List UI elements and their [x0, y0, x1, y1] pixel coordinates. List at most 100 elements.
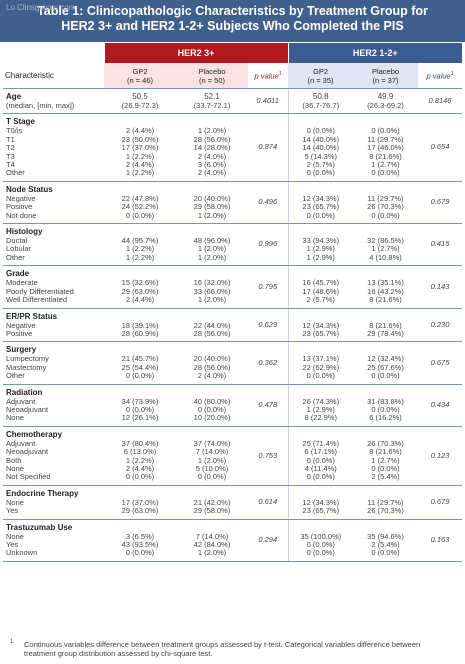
- footnote: 1 Continuous variables difference betwee…: [10, 639, 450, 658]
- cell-value: 4 (11.4%): [304, 463, 337, 473]
- cell-value: 18 (39.1%): [121, 320, 159, 330]
- her12-placebo-cell: 31 (83.8%) 0 (0.0%) 6 (16.2%): [353, 384, 418, 427]
- cell-value: 6 (13.0%): [123, 447, 157, 457]
- cell-value: 28 (56.0%): [193, 134, 231, 144]
- her3-placebo-header: Placebo (n = 50): [176, 63, 248, 89]
- cell-value: 31 (83.8%): [367, 396, 404, 406]
- section-title: Grade: [6, 269, 30, 279]
- category-label: Other: [6, 168, 25, 178]
- her12-placebo-cell: 11 (29.7%) 26 (70.3%): [353, 485, 418, 520]
- her3-pvalue-cell: 0.496: [248, 181, 288, 225]
- her12-gp2-cell: 12 (34.3%) 23 (65.7%): [287, 485, 353, 520]
- her3-gp2-label: GP2: [132, 66, 148, 76]
- category-label: Other: [6, 371, 25, 381]
- cell-value: 32 (86.5%): [367, 236, 404, 246]
- cell-value: 43 (93.5%): [121, 540, 159, 549]
- her12-pvalue-cell: 0.415: [418, 223, 462, 267]
- cell-value: 1 (2.0%): [197, 252, 227, 262]
- table-row: ER/PR Status Negative Positive 18 (39.1%) 2…: [3, 308, 462, 343]
- her12-gp2-cell: 25 (71.4%) 6 (17.1%) 0 (0.0%) 4 (11.4%) 0 (0…: [287, 426, 353, 486]
- cell-value: 0 (0.0%): [306, 210, 335, 220]
- her12-placebo-n: (n = 37): [372, 75, 399, 85]
- cell-value: 12 (34.3%): [302, 320, 340, 330]
- cell-head-value: [176, 312, 248, 322]
- table-row: Radiation Adjuvant Neoadjuvant None 34 (73.…: [3, 384, 462, 427]
- her12-gp2-cell: 50.8 (36.7-76.7): [287, 88, 353, 115]
- cell-value: 0 (0.0%): [306, 168, 335, 178]
- category-label: Positive: [6, 202, 33, 212]
- her3-gp2-cell: 18 (39.1%) 28 (60.9%): [104, 308, 176, 343]
- cell-value: 0 (0.0%): [306, 455, 335, 465]
- section-title: Histology: [6, 227, 43, 237]
- cell-value: 2 (5.4%): [371, 472, 400, 482]
- characteristic-cell: Chemotherapy Adjuvant Neoadjuvant Both None N…: [3, 426, 104, 486]
- category-label: Neoadjuvant: [6, 404, 49, 414]
- cell-value: 42 (84.0%): [193, 540, 231, 549]
- cell-value: 1 (2.7%): [371, 160, 400, 170]
- section-title: Trastuzumab Use: [6, 522, 73, 532]
- her12-placebo-cell: 11 (29.7%) 26 (70.3%) 0 (0.0%): [353, 181, 418, 225]
- category-label: Well Differentiated: [6, 295, 68, 305]
- cell-value: 0 (0.0%): [125, 472, 155, 482]
- her3-placebo-label: Placebo: [198, 66, 226, 76]
- cell-value: 10 (20.0%): [193, 413, 231, 423]
- cell-value: 1 (2.9%): [306, 404, 335, 414]
- cell-value: 1 (2.0%): [197, 126, 227, 136]
- cell-value: 7 (14.0%): [195, 447, 229, 457]
- cell-value: 37 (80.4%): [121, 438, 159, 448]
- cell-value: 25 (54.4%): [121, 362, 159, 372]
- cell-value: 40 (80.0%): [193, 396, 231, 406]
- category-label: Lumpectomy: [6, 354, 49, 364]
- category-label: Ductal: [6, 236, 28, 246]
- cell-value: 29 (58.0%): [193, 202, 231, 212]
- cell-value: 0 (0.0%): [306, 540, 335, 549]
- characteristic-cell: Endocrine Therapy None Yes: [3, 485, 104, 520]
- cell-value: 29 (58.0%): [193, 506, 231, 516]
- cell-value: 11 (29.7%): [367, 134, 404, 144]
- her3-placebo-n: (n = 50): [198, 75, 226, 85]
- cell-value: 28 (60.9%): [121, 328, 159, 338]
- characteristic-cell: Grade Moderate Poorly Differentiated Well D…: [3, 265, 104, 309]
- cell-value: 14 (28.0%): [193, 143, 231, 153]
- cell-value: 3 (6.5%): [125, 531, 155, 541]
- her3-placebo-cell: 22 (44.0%) 28 (56.0%): [176, 308, 248, 343]
- cell-value: 23 (50.0%): [121, 134, 159, 144]
- pvalue-label: p value: [254, 71, 279, 81]
- her3-pvalue-cell: 0.614: [248, 485, 288, 520]
- category-label: None: [6, 463, 24, 473]
- table-title-line-1: Table 1: Clinicopathologic Characteristi…: [37, 4, 428, 18]
- category-label: Adjuvant: [6, 396, 36, 406]
- cell-value: 0 (0.0%): [125, 371, 155, 381]
- cell-value: 0 (0.0%): [371, 463, 400, 473]
- table-row: Chemotherapy Adjuvant Neoadjuvant Both None N…: [3, 426, 462, 486]
- characteristic-cell: Radiation Adjuvant Neoadjuvant None: [3, 384, 104, 427]
- her12-placebo-cell: 13 (35.1%) 16 (43.2%) 8 (21.6%): [353, 265, 418, 309]
- cell-value: 6 (17.1%): [304, 447, 338, 457]
- her3-placebo-cell: 40 (80.0%) 0 (0.0%) 10 (20.0%): [176, 384, 248, 427]
- her3-pvalue-header: p value1: [248, 63, 288, 89]
- cell-value: 2 (5.4%): [371, 540, 400, 549]
- cell-value: 14 (40.0%): [302, 134, 340, 144]
- cell-value: 15 (32.6%): [121, 278, 159, 288]
- her12-placebo-header: Placebo (n = 37): [353, 63, 418, 89]
- her3-placebo-cell: 20 (40.0%) 28 (56.0%) 2 (4.0%): [176, 341, 248, 385]
- cell-value: 0 (0.0%): [371, 126, 400, 136]
- table-title-bar: Lo Clinsguicos com Table 1: Clinicopatho…: [0, 0, 465, 42]
- cell-value: (26.3-69.2): [367, 101, 404, 110]
- cell-value: 1 (2.0%): [197, 295, 227, 305]
- her12-pvalue-cell: 0.434: [418, 384, 462, 427]
- cell-value: 11 (29.7%): [367, 497, 404, 507]
- cell-value: 1 (2.0%): [197, 244, 227, 254]
- cell-value: 23 (65.7%): [302, 328, 340, 338]
- table-row: Grade Moderate Poorly Differentiated Well D…: [3, 265, 462, 309]
- characteristics-table: HER2 3+ HER2 1-2+ Characteristic GP2 (n …: [3, 43, 462, 562]
- her3-placebo-cell: 1 (2.0%) 28 (56.0%) 14 (28.0%) 2 (4.0%) 3 (6…: [176, 113, 248, 182]
- cell-value: 0 (0.0%): [197, 404, 227, 414]
- cell-value: 44 (95.7%): [121, 236, 159, 246]
- section-title: Surgery: [6, 345, 37, 355]
- cell-value: (36.7-76.7): [302, 101, 340, 110]
- cell-value: 22 (62.9%): [302, 362, 340, 372]
- table-row: Endocrine Therapy None Yes 17 (37.0%) 29 (6…: [3, 485, 462, 520]
- her3-placebo-cell: 7 (14.0%) 42 (84.0%) 1 (2.0%): [176, 519, 248, 562]
- cell-value: 1 (2.7%): [371, 244, 400, 254]
